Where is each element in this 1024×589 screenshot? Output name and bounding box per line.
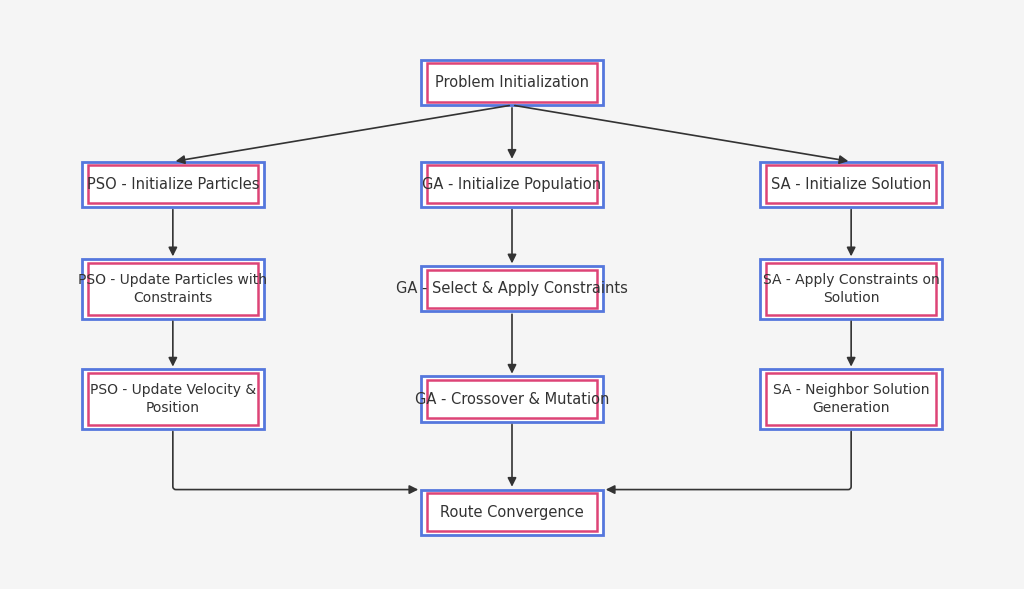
Text: GA - Initialize Population: GA - Initialize Population [423, 177, 601, 192]
FancyBboxPatch shape [760, 369, 942, 429]
FancyBboxPatch shape [88, 373, 258, 425]
FancyBboxPatch shape [421, 60, 603, 105]
Text: PSO - Initialize Particles: PSO - Initialize Particles [87, 177, 259, 192]
Text: PSO - Update Velocity &
Position: PSO - Update Velocity & Position [90, 383, 256, 415]
Text: GA - Crossover & Mutation: GA - Crossover & Mutation [415, 392, 609, 406]
FancyBboxPatch shape [766, 165, 936, 203]
Text: SA - Initialize Solution: SA - Initialize Solution [771, 177, 931, 192]
Text: Problem Initialization: Problem Initialization [435, 75, 589, 90]
FancyBboxPatch shape [421, 266, 603, 312]
FancyBboxPatch shape [427, 270, 597, 308]
Text: SA - Neighbor Solution
Generation: SA - Neighbor Solution Generation [773, 383, 930, 415]
FancyBboxPatch shape [427, 380, 597, 418]
Text: SA - Apply Constraints on
Solution: SA - Apply Constraints on Solution [763, 273, 940, 305]
FancyBboxPatch shape [427, 165, 597, 203]
FancyBboxPatch shape [421, 376, 603, 422]
FancyBboxPatch shape [82, 369, 264, 429]
FancyBboxPatch shape [82, 259, 264, 319]
Text: Route Convergence: Route Convergence [440, 505, 584, 519]
Text: PSO - Update Particles with
Constraints: PSO - Update Particles with Constraints [79, 273, 267, 305]
FancyBboxPatch shape [427, 63, 597, 102]
FancyBboxPatch shape [766, 373, 936, 425]
FancyBboxPatch shape [88, 263, 258, 315]
FancyBboxPatch shape [766, 263, 936, 315]
FancyBboxPatch shape [421, 161, 603, 207]
FancyBboxPatch shape [760, 259, 942, 319]
FancyBboxPatch shape [421, 489, 603, 535]
FancyBboxPatch shape [760, 161, 942, 207]
FancyBboxPatch shape [427, 493, 597, 531]
FancyBboxPatch shape [88, 165, 258, 203]
Text: GA - Select & Apply Constraints: GA - Select & Apply Constraints [396, 282, 628, 296]
FancyBboxPatch shape [82, 161, 264, 207]
